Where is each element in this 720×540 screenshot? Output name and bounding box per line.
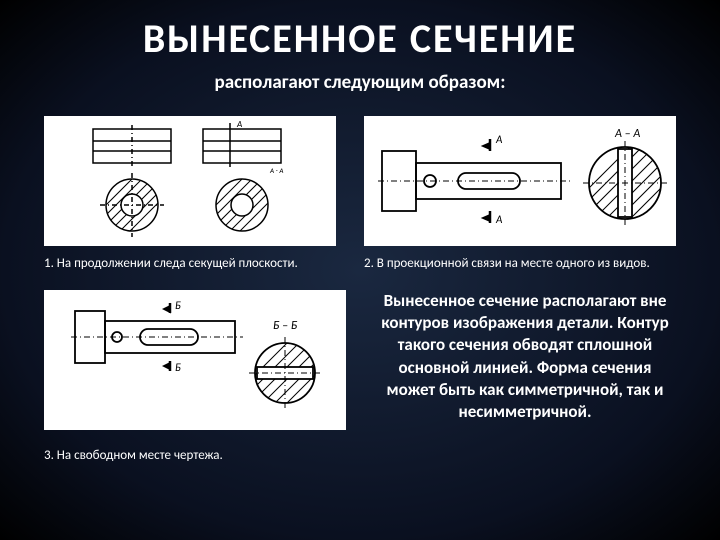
diagram-3-icon: Б Б Б – Б [65,295,325,425]
col-body: Вынесенное сечение располагают вне конту… [374,290,676,464]
row-2: Б Б Б – Б [0,272,720,464]
page-title: ВЫНЕСЕННОЕ СЕЧЕНИЕ [0,0,720,63]
col-3: Б Б Б – Б [44,290,346,464]
svg-text:А: А [495,213,503,226]
figure-3: Б Б Б – Б [44,290,346,430]
subtitle: располагают следующим образом: [0,71,720,94]
caption-1: 1. На продолжении следа секущей плоскост… [44,256,336,272]
body-text: Вынесенное сечение располагают вне конту… [374,290,676,423]
caption-2: 2. В проекционной связи на месте одного … [364,256,676,272]
row-1: А А - А 1. На [0,94,720,272]
col-1: А А - А 1. На [44,116,336,272]
caption-3: 3. На свободном месте чертежа. [44,448,346,464]
diagram-2-icon: А А А – А [370,121,670,241]
col-2: А А А – А [364,116,676,272]
svg-text:Б – Б: Б – Б [273,319,298,333]
svg-text:Б: Б [175,361,181,374]
figure-1: А А - А [44,116,336,246]
figure-2: А А А – А [364,116,676,246]
svg-text:А - А: А - А [269,166,283,175]
svg-text:А: А [236,121,242,130]
svg-text:Б: Б [175,299,181,312]
svg-text:А: А [495,133,503,146]
svg-text:А – А: А – А [614,127,640,141]
diagram-1-icon: А А - А [85,121,295,241]
